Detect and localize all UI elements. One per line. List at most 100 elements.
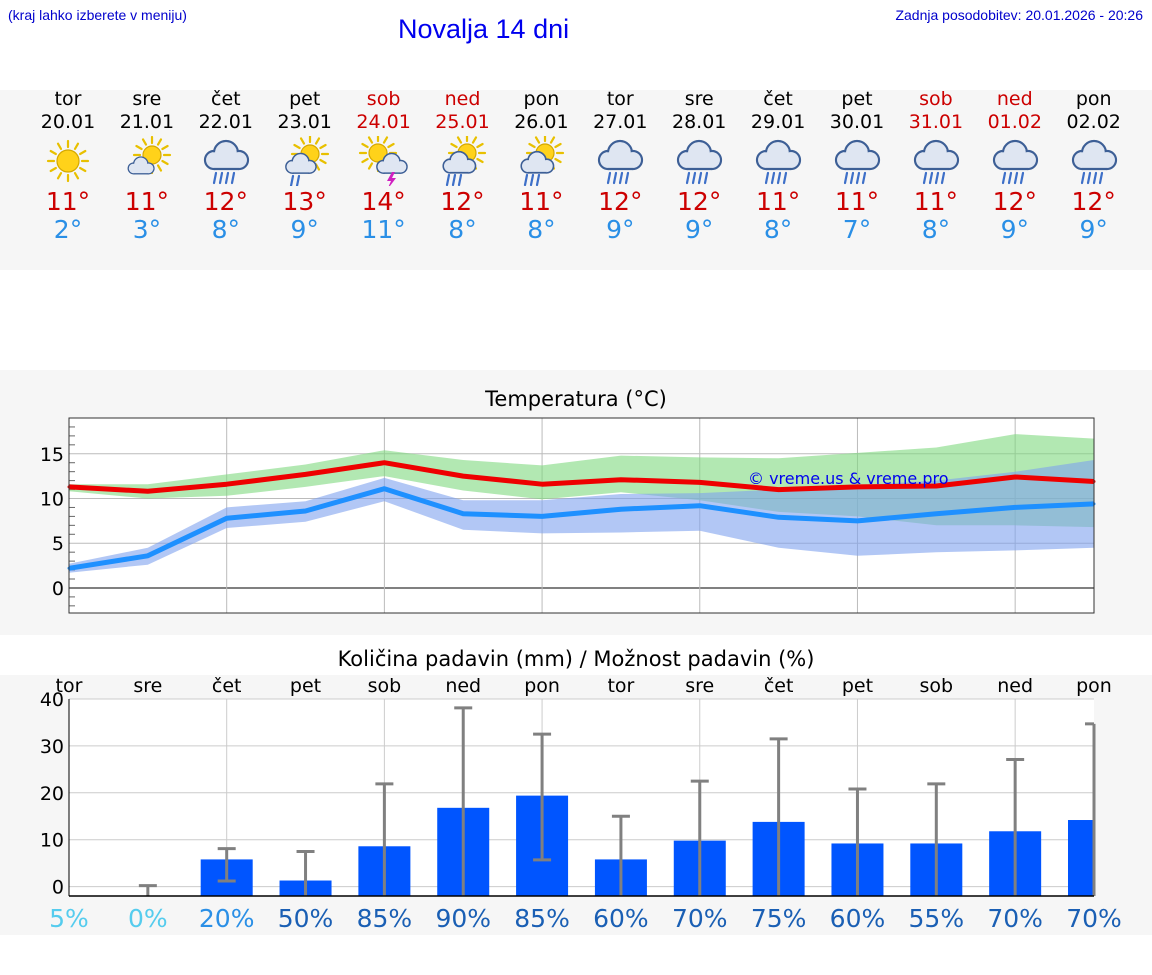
day-column: sre 21.01 11° 3° <box>107 88 187 244</box>
max-temp: 12° <box>598 187 643 216</box>
min-temp-point <box>225 516 229 520</box>
cloud-rain-icon <box>598 139 644 185</box>
max-temp-point <box>382 461 386 465</box>
max-temp-point <box>698 480 702 484</box>
plot-frame <box>68 417 1095 614</box>
temperature-chart-title: Temperatura (°C) <box>485 387 667 411</box>
y-tick-label: 0 <box>52 877 64 899</box>
day-name: sre <box>684 88 714 110</box>
min-temp: 9° <box>1079 215 1108 244</box>
day-date: 29.01 <box>750 111 806 133</box>
day-name: čet <box>211 88 241 110</box>
precipitation-chart-title: Količina padavin (mm) / Možnost padavin … <box>337 647 815 671</box>
day-name: ned <box>996 88 1033 110</box>
min-temp-point <box>540 514 544 518</box>
day-name: sob <box>366 88 401 110</box>
day-column: pet 23.01 13° 9° <box>265 88 345 244</box>
min-temp: 9° <box>606 215 635 244</box>
day-column: tor 27.01 12° 9° <box>580 88 660 244</box>
day-column: ned 25.01 12° 8° <box>423 88 503 244</box>
min-temp-point <box>698 504 702 508</box>
sun-cloud-rain-icon <box>441 136 486 186</box>
max-temp-point <box>934 484 938 488</box>
min-temp: 8° <box>921 215 951 244</box>
min-temp-point <box>461 512 465 516</box>
precip-probability: 75% <box>751 904 807 933</box>
day-date: 26.01 <box>514 111 569 133</box>
precip-probability: 0% <box>128 904 168 933</box>
max-temp: 12° <box>1071 187 1116 216</box>
day-date: 20.01 <box>40 111 96 133</box>
max-temp-point <box>146 489 150 493</box>
max-temp: 11° <box>755 187 801 216</box>
sun-icon <box>46 139 90 183</box>
precip-probability: 85% <box>514 904 570 933</box>
day-label: pon <box>524 675 560 697</box>
cloud-rain-icon <box>992 139 1038 185</box>
max-temp: 12° <box>992 187 1037 216</box>
max-temp-point <box>777 488 781 492</box>
day-column: sob 24.01 14° 11° <box>344 88 424 244</box>
min-temp-point <box>619 507 623 511</box>
precip-probability: 50% <box>278 904 334 933</box>
y-tick-label: 20 <box>40 783 64 805</box>
max-temp-point <box>461 474 465 478</box>
day-label: sob <box>920 675 954 697</box>
watermark: © vreme.us & vreme.pro <box>748 469 949 488</box>
min-temp: 7° <box>842 215 872 244</box>
max-temp-point <box>225 482 229 486</box>
cloud-rain-icon <box>677 139 723 185</box>
day-date: 25.01 <box>435 111 490 133</box>
precip-probability: 70% <box>1066 904 1122 933</box>
cloud-rain-icon <box>1071 139 1117 185</box>
day-date: 30.01 <box>829 111 885 133</box>
precip-probability: 60% <box>830 904 886 933</box>
sun-cloud-thunder-icon <box>358 136 408 186</box>
y-tick-label: 15 <box>40 444 64 466</box>
min-temp: 2° <box>53 215 83 244</box>
precip-bar <box>1068 820 1094 896</box>
cloud-rain-icon <box>834 139 881 185</box>
day-label: sre <box>685 675 714 697</box>
day-column: pon 26.01 11° 8° <box>501 88 581 244</box>
min-temp: 8° <box>527 215 556 244</box>
max-temp: 12° <box>203 187 248 216</box>
day-date: 21.01 <box>119 111 175 133</box>
max-temp: 11° <box>913 187 959 216</box>
max-temp: 11° <box>45 187 91 216</box>
max-temp-point <box>619 478 623 482</box>
min-temp: 9° <box>290 215 319 244</box>
day-column: ned 01.02 12° 9° <box>975 88 1055 244</box>
day-name: tor <box>54 88 82 110</box>
day-date: 02.02 <box>1066 111 1121 133</box>
day-name: tor <box>606 88 634 110</box>
day-column: pet 30.01 11° 7° <box>817 88 897 244</box>
y-tick-label: 5 <box>52 533 64 555</box>
day-column: tor 20.01 11° 2° <box>28 88 108 244</box>
max-temp-point <box>1013 475 1017 479</box>
max-temp: 12° <box>440 187 485 216</box>
precip-probability: 70% <box>672 904 728 933</box>
y-tick-label: 40 <box>40 689 64 711</box>
day-name: pet <box>289 88 321 110</box>
max-temp-point <box>304 472 308 476</box>
precip-probability: 70% <box>987 904 1043 933</box>
cloud-rain-icon <box>203 139 249 185</box>
min-temp-point <box>777 515 781 519</box>
day-label: sre <box>133 675 162 697</box>
y-tick-label: 30 <box>40 736 64 758</box>
last-updated: Zadnja posodobitev: 20.01.2026 - 20:26 <box>895 7 1143 23</box>
day-label: ned <box>997 675 1033 697</box>
precip-probability: 60% <box>593 904 649 933</box>
day-label: pet <box>842 675 873 697</box>
sun-cloud-icon <box>127 136 171 175</box>
min-temp: 8° <box>763 215 793 244</box>
day-column: pon 02.02 12° 9° <box>1054 88 1134 244</box>
day-name: čet <box>763 88 793 110</box>
day-label: tor <box>56 675 83 697</box>
day-name: pon <box>1075 88 1112 110</box>
min-temp: 11° <box>361 215 406 244</box>
max-temp: 11° <box>519 187 564 216</box>
min-temp: 8° <box>211 215 240 244</box>
